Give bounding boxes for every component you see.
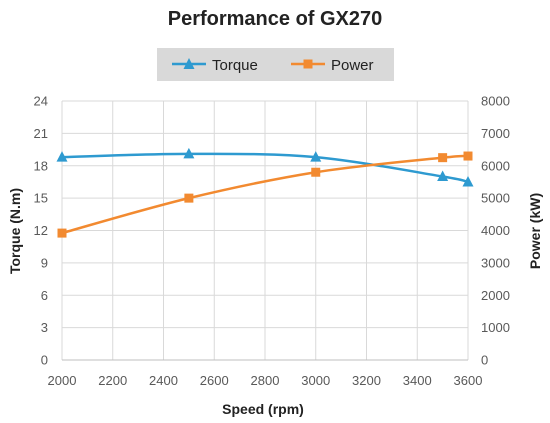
power-data-point xyxy=(57,228,67,238)
power-data-point xyxy=(311,167,321,177)
y-right-tick-label: 7000 xyxy=(481,126,510,141)
x-tick-label: 2400 xyxy=(149,373,178,388)
x-tick-label: 3200 xyxy=(352,373,381,388)
y-right-tick-label: 2000 xyxy=(481,288,510,303)
y-left-tick-label: 15 xyxy=(34,191,48,206)
x-tick-label: 2200 xyxy=(98,373,127,388)
y-left-tick-label: 21 xyxy=(34,126,48,141)
y-right-tick-label: 4000 xyxy=(481,223,510,238)
y-left-tick-label: 18 xyxy=(34,158,48,173)
x-tick-label: 2600 xyxy=(200,373,229,388)
power-data-point xyxy=(438,153,448,163)
y-right-tick-label: 0 xyxy=(481,353,488,368)
legend-torque-triangle-icon xyxy=(183,58,195,69)
x-axis-title: Speed (rpm) xyxy=(222,401,304,417)
y-right-axis-ticks: 0 1000 2000 3000 4000 5000 6000 7000 8000 xyxy=(481,94,510,368)
legend-label-torque: Torque xyxy=(212,57,258,74)
y-left-tick-label: 3 xyxy=(41,320,48,335)
torque-data-point xyxy=(462,175,474,187)
y-right-tick-label: 6000 xyxy=(481,158,510,173)
legend-power-square-icon xyxy=(303,59,313,69)
y-left-tick-label: 0 xyxy=(41,353,48,368)
x-tick-label: 3000 xyxy=(301,373,330,388)
x-axis-ticks: 2000 2200 2400 2600 2800 3000 3200 3400 3600 xyxy=(48,373,483,388)
torque-data-point xyxy=(183,147,195,159)
y-left-tick-label: 9 xyxy=(41,255,48,270)
y-left-tick-label: 24 xyxy=(34,94,48,109)
x-tick-label: 3600 xyxy=(454,373,483,388)
torque-data-point xyxy=(56,151,68,162)
y-right-tick-label: 1000 xyxy=(481,320,510,335)
series-layer xyxy=(56,147,474,238)
y-right-tick-label: 8000 xyxy=(481,94,510,109)
y-left-axis-title: Torque (N.m) xyxy=(7,188,23,274)
power-data-point xyxy=(463,151,473,161)
y-right-tick-label: 3000 xyxy=(481,255,510,270)
x-tick-label: 3400 xyxy=(403,373,432,388)
x-tick-label: 2000 xyxy=(48,373,77,388)
torque-data-point xyxy=(310,151,322,162)
legend-label-power: Power xyxy=(331,57,374,74)
torque-data-point xyxy=(437,170,449,182)
y-right-tick-label: 5000 xyxy=(481,191,510,206)
x-tick-label: 2800 xyxy=(251,373,280,388)
power-data-point xyxy=(184,193,194,203)
y-right-axis-title: Power (kW) xyxy=(527,193,543,269)
y-left-axis-ticks: 0 3 6 9 12 15 18 21 24 xyxy=(34,94,48,368)
legend: Torque Power xyxy=(157,48,394,81)
plot-grid xyxy=(61,100,469,361)
y-left-tick-label: 6 xyxy=(41,288,48,303)
y-left-tick-label: 12 xyxy=(34,223,48,238)
chart-title: Performance of GX270 xyxy=(168,8,383,30)
